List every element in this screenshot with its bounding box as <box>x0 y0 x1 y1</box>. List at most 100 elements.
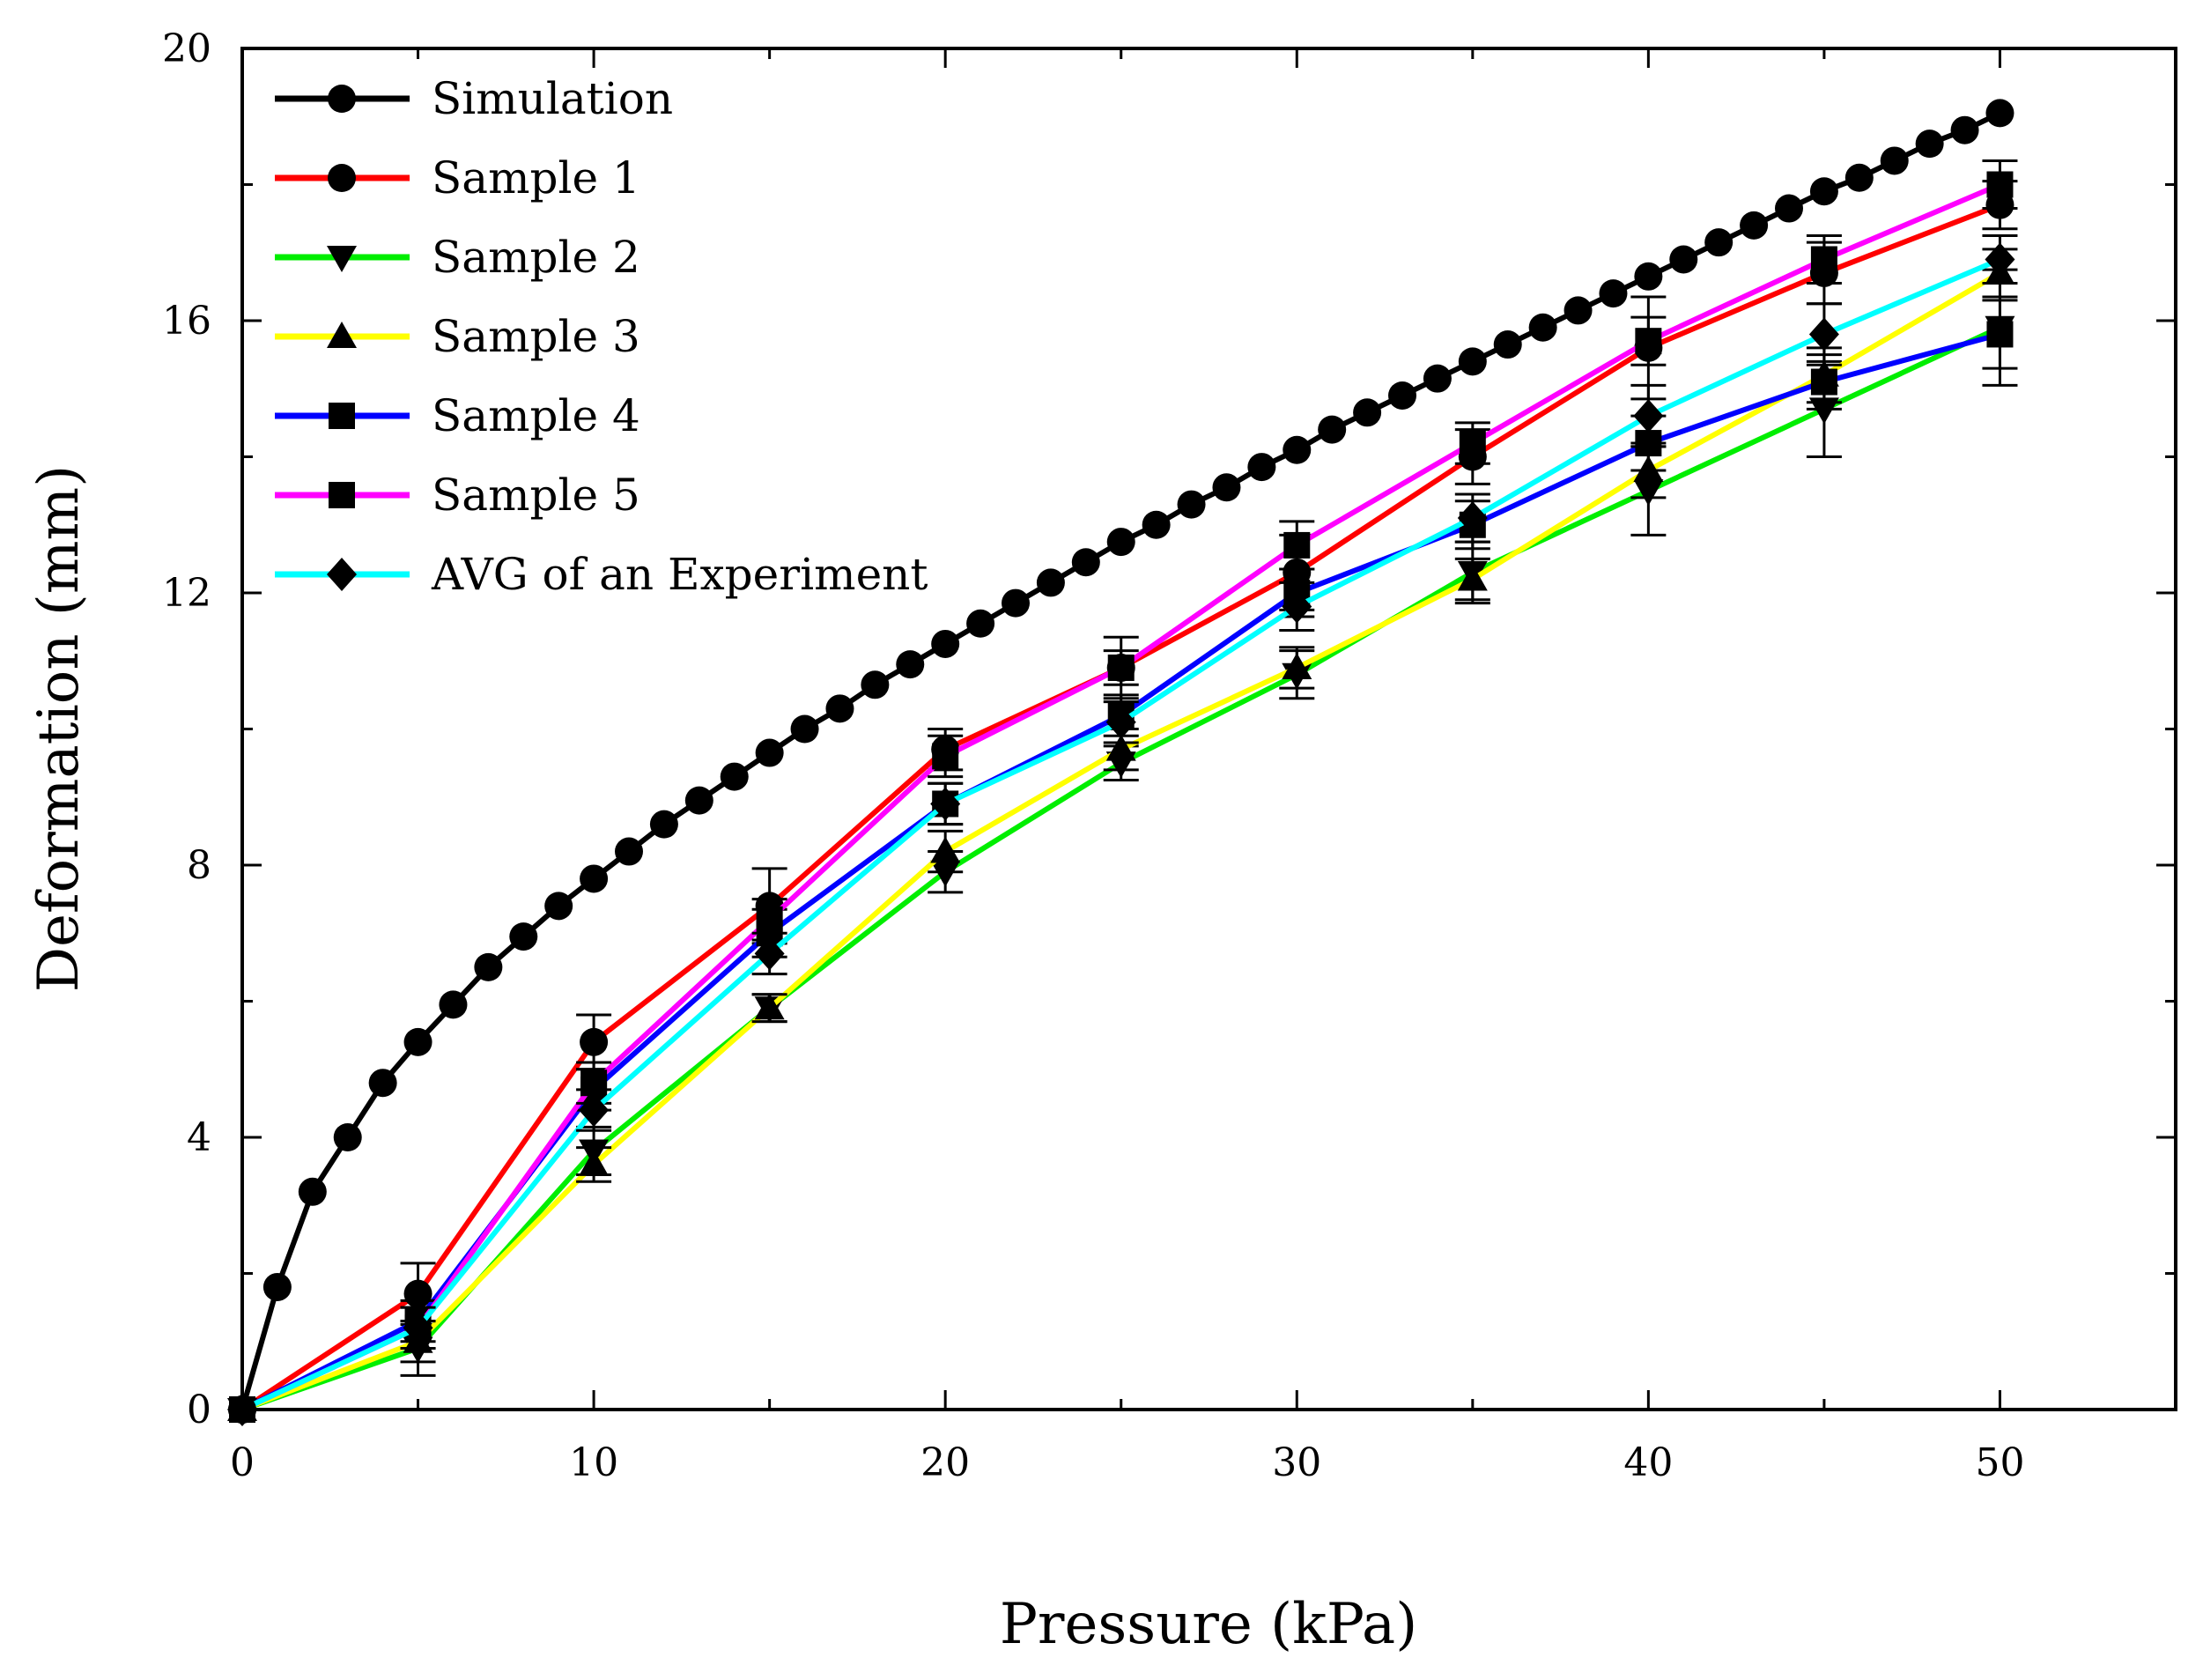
data-point <box>579 1149 610 1176</box>
data-point <box>1142 510 1171 539</box>
data-point <box>1071 548 1100 577</box>
x-tick-label: 40 <box>1623 1440 1673 1485</box>
legend-label: Simulation <box>432 73 673 124</box>
data-point <box>1633 399 1664 433</box>
data-point <box>684 786 713 815</box>
data-point <box>1212 473 1241 502</box>
legend-marker <box>329 482 355 508</box>
data-point <box>1458 347 1487 376</box>
legend-label: Sample 4 <box>432 390 640 441</box>
data-point <box>1564 296 1593 325</box>
data-point <box>1457 501 1488 536</box>
data-point <box>649 810 678 839</box>
x-tick-label: 50 <box>1975 1440 2024 1485</box>
data-point <box>1177 490 1206 519</box>
data-point <box>930 787 961 821</box>
data-point <box>1459 430 1486 457</box>
data-point <box>474 952 503 981</box>
data-point <box>580 1027 609 1056</box>
data-point <box>439 990 468 1019</box>
legend-item: Sample 2 <box>275 232 640 283</box>
series-line <box>240 202 2001 1412</box>
data-point <box>1808 317 1839 352</box>
legend: Simulation Sample 1 Sample 2 Sample 3 Sample… <box>275 73 928 600</box>
data-point <box>1283 531 1311 559</box>
legend-label: Sample 5 <box>432 470 640 521</box>
data-point <box>1985 242 2015 277</box>
data-point <box>1809 177 1838 206</box>
legend-label: AVG of an Experiment <box>431 549 928 600</box>
data-point <box>1634 262 1663 291</box>
data-point <box>930 860 961 887</box>
data-point <box>896 650 925 679</box>
data-point <box>754 993 785 1020</box>
data-point <box>1880 146 1909 175</box>
data-point <box>1635 328 1662 355</box>
data-point <box>1247 453 1276 482</box>
y-tick-label: 0 <box>187 1388 211 1432</box>
data-point <box>1002 588 1030 618</box>
data-point <box>1810 368 1837 396</box>
data-point <box>579 1093 610 1128</box>
x-tick-label: 0 <box>230 1440 255 1485</box>
data-point <box>861 670 890 699</box>
data-point <box>1950 115 1979 144</box>
data-point <box>1599 279 1628 308</box>
data-point <box>825 694 854 723</box>
data-point <box>1318 415 1347 444</box>
data-point <box>1986 321 2014 348</box>
series-simulation <box>228 99 2014 1424</box>
legend-marker <box>327 246 357 272</box>
data-point <box>755 738 784 767</box>
y-tick-label: 20 <box>162 26 211 71</box>
data-point <box>931 629 960 658</box>
data-point <box>615 837 643 866</box>
data-point <box>1528 313 1557 342</box>
x-tick-label: 10 <box>569 1440 618 1485</box>
data-point <box>1985 99 2014 128</box>
x-tick-label: 30 <box>1272 1440 1321 1485</box>
data-point <box>1986 171 2014 198</box>
y-tick-label: 4 <box>187 1115 211 1160</box>
legend-label: Sample 2 <box>432 232 640 283</box>
legend-item: Sample 3 <box>275 311 640 362</box>
x-tick-label: 20 <box>920 1440 970 1485</box>
axis-ticks: 0 10 20 30 40 50 0 4 8 12 16 20 <box>162 26 2176 1485</box>
legend-marker <box>328 85 356 113</box>
data-point <box>262 1272 292 1301</box>
data-point <box>1388 381 1416 410</box>
data-point <box>298 1177 327 1206</box>
legend-label: Sample 3 <box>432 311 640 362</box>
series-line <box>240 270 2002 1412</box>
y-tick-label: 12 <box>162 571 211 616</box>
data-point <box>1107 654 1135 681</box>
data-point <box>966 609 995 638</box>
data-point <box>1775 194 1803 223</box>
data-point <box>1808 397 1839 425</box>
data-point <box>1669 245 1698 274</box>
data-point <box>930 836 961 863</box>
data-point <box>1423 364 1452 393</box>
data-point <box>1704 228 1734 257</box>
legend-item: AVG of an Experiment <box>275 549 928 600</box>
y-tick-label: 8 <box>187 843 211 888</box>
data-point <box>580 864 609 893</box>
legend-marker <box>327 558 357 591</box>
data-point <box>1283 435 1312 464</box>
series-avg-of-an-experiment <box>227 233 2018 1426</box>
data-point <box>228 1395 256 1424</box>
data-point <box>1810 246 1837 273</box>
x-axis-label: Pressure (kPa) <box>1000 1592 1417 1657</box>
y-tick-label: 16 <box>162 299 211 344</box>
data-point <box>1105 705 1136 739</box>
legend-item: Sample 4 <box>275 390 640 441</box>
data-point <box>1915 130 1944 159</box>
legend-item: Sample 5 <box>275 470 640 521</box>
data-point <box>1106 528 1135 557</box>
data-point <box>1740 211 1769 240</box>
data-point <box>368 1069 397 1098</box>
data-point <box>756 906 783 933</box>
series-line <box>240 181 2001 1412</box>
data-point <box>1844 163 1874 192</box>
